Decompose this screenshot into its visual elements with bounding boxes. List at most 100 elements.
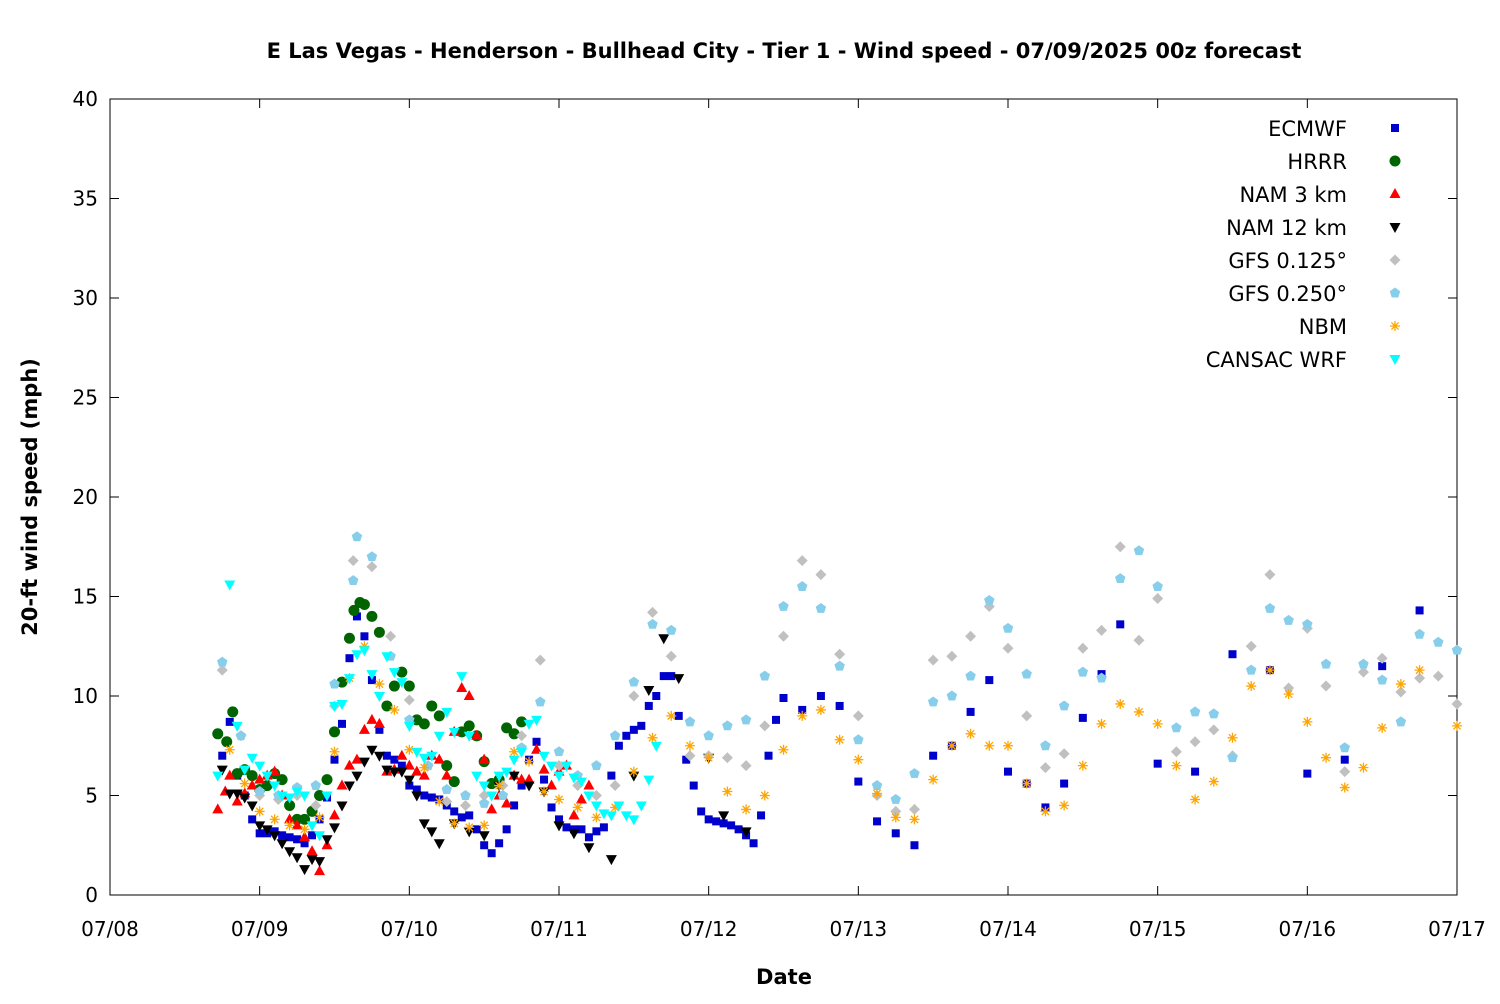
point	[478, 753, 490, 764]
point	[1395, 679, 1406, 690]
point	[547, 803, 556, 812]
point	[403, 680, 415, 692]
point	[1264, 665, 1275, 676]
point	[1414, 672, 1426, 684]
point	[764, 751, 773, 760]
point	[946, 740, 957, 751]
point	[441, 769, 453, 780]
point	[337, 719, 346, 728]
point	[1003, 740, 1013, 751]
x-tick-label: 07/09	[231, 917, 289, 941]
point	[329, 823, 340, 834]
point	[351, 753, 363, 764]
legend-marker	[1390, 321, 1400, 331]
y-tick-label: 10	[73, 684, 98, 708]
point	[1357, 666, 1369, 678]
point	[1303, 769, 1312, 778]
point	[796, 581, 808, 591]
point	[456, 672, 468, 683]
point	[493, 771, 505, 782]
point	[276, 839, 288, 850]
point	[269, 781, 281, 792]
point	[1115, 698, 1126, 709]
legend-marker	[1389, 223, 1401, 233]
point	[336, 699, 348, 710]
point	[450, 807, 459, 816]
point	[434, 796, 445, 807]
x-tick-label: 07/08	[81, 917, 139, 941]
point	[749, 839, 758, 848]
point	[605, 855, 617, 866]
point	[684, 716, 696, 727]
point	[909, 768, 920, 779]
point	[854, 777, 863, 786]
y-tick-label: 5	[85, 784, 98, 808]
point	[366, 670, 378, 681]
point	[1208, 724, 1220, 736]
point	[568, 809, 580, 820]
point	[871, 780, 883, 790]
point	[534, 654, 546, 666]
point	[852, 710, 864, 722]
point	[1133, 706, 1144, 717]
point	[487, 849, 496, 858]
point	[607, 771, 616, 780]
point	[1377, 722, 1388, 733]
point	[246, 779, 258, 790]
point	[613, 801, 625, 812]
point	[388, 668, 400, 679]
series	[224, 641, 1462, 835]
point	[667, 672, 676, 681]
point	[389, 704, 400, 715]
point	[853, 734, 864, 745]
point	[984, 594, 995, 605]
point	[366, 745, 378, 756]
point	[665, 650, 677, 662]
point	[426, 751, 438, 762]
point	[740, 760, 752, 772]
point	[501, 797, 513, 808]
point	[218, 751, 227, 760]
point	[965, 670, 976, 681]
point	[403, 759, 415, 770]
point	[358, 646, 370, 657]
point	[314, 865, 326, 876]
point	[471, 771, 483, 782]
point	[314, 812, 325, 823]
point	[909, 814, 920, 825]
point	[396, 678, 408, 689]
point	[308, 831, 317, 840]
point	[1191, 767, 1200, 776]
point	[635, 801, 647, 812]
point	[329, 726, 340, 738]
point	[463, 720, 475, 732]
point	[278, 831, 287, 840]
x-tick-label: 07/14	[979, 917, 1037, 941]
point	[546, 761, 558, 772]
point	[853, 754, 864, 765]
point	[1021, 668, 1032, 679]
point	[358, 723, 370, 734]
point	[478, 831, 490, 842]
point	[583, 779, 595, 790]
point	[456, 682, 468, 693]
point	[418, 753, 430, 764]
point	[426, 700, 438, 712]
point	[433, 753, 445, 764]
point	[501, 767, 513, 778]
point	[517, 781, 526, 790]
point	[1339, 782, 1350, 793]
point	[834, 648, 846, 660]
point	[575, 793, 587, 804]
point	[497, 790, 509, 800]
point	[560, 761, 572, 772]
point	[684, 750, 696, 762]
point	[411, 747, 423, 758]
point	[1321, 752, 1332, 763]
point	[516, 716, 528, 728]
point	[531, 743, 543, 754]
point	[741, 804, 752, 815]
point	[1058, 700, 1070, 711]
legend-label: GFS 0.125°	[1228, 249, 1347, 273]
point	[1077, 642, 1089, 654]
